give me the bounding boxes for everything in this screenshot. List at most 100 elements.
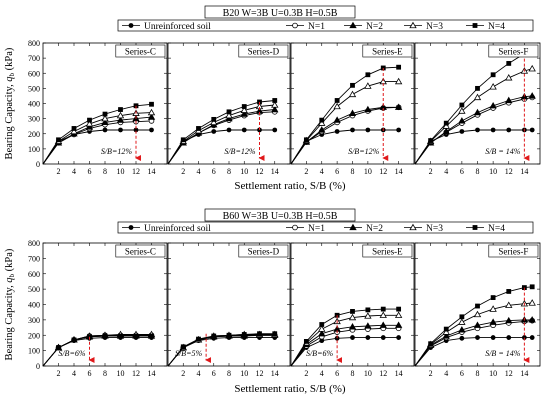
data-point [528, 316, 536, 323]
data-point [318, 126, 326, 133]
data-point [133, 127, 139, 133]
data-point [394, 103, 403, 110]
x-tick-label: 2 [57, 369, 61, 378]
x-tick-label: 4 [320, 369, 324, 378]
data-point [180, 344, 186, 350]
panel-frame [167, 42, 291, 165]
y-tick-label: 600 [28, 270, 40, 279]
series-line [290, 66, 399, 165]
data-point [458, 117, 466, 124]
series-name-label: Series-F [498, 247, 528, 257]
legend-label-n2: N=2 [366, 224, 383, 234]
legend-marker-n2 [349, 223, 357, 231]
x-tick-label: 8 [227, 369, 231, 378]
data-point [394, 321, 403, 328]
series-name-frame [238, 44, 289, 58]
data-point [102, 111, 108, 117]
data-point [226, 109, 232, 115]
data-point [428, 341, 434, 347]
data-point [272, 331, 278, 337]
data-point [334, 98, 340, 103]
data-point [149, 101, 154, 107]
data-point [334, 312, 340, 318]
x-tick-label: 14 [395, 167, 403, 176]
x-tick-label: 2 [429, 369, 433, 378]
legend-label-unreinforced: Unreinforced soil [144, 223, 211, 234]
annotation: S/B=5% [175, 349, 203, 358]
panel-series-c: 2 4 6 8 10 12 14 S/B=12% Series-C [42, 42, 168, 176]
x-tick-label: 2 [57, 167, 61, 176]
legend-marker-unreinforced [128, 23, 134, 28]
data-point [334, 129, 340, 134]
data-point [196, 126, 201, 131]
data-point [490, 127, 496, 133]
x-tick-label: 10 [489, 167, 497, 176]
data-point [85, 120, 94, 127]
series-n2 [167, 105, 279, 165]
annotation: S/B = 14% [485, 349, 521, 358]
x-tick-label: 12 [256, 369, 264, 378]
x-tick-label: 10 [489, 369, 497, 378]
data-point [319, 117, 325, 123]
x-tick-label: 4 [197, 369, 201, 378]
data-point [350, 82, 355, 88]
series-name-label: Series-D [248, 47, 280, 57]
data-point [489, 101, 497, 109]
x-tick-label: 12 [505, 369, 513, 378]
x-tick-label: 6 [460, 369, 464, 378]
series-name-frame [115, 44, 166, 58]
x-tick-label: 2 [304, 167, 308, 176]
data-point [149, 333, 154, 339]
data-point [348, 90, 357, 98]
x-tick-label: 6 [460, 167, 464, 176]
data-point [240, 110, 248, 117]
panel-series-d: 2 4 6 8 10 12 14 S/B=5% Series-D [167, 242, 291, 378]
series-line [290, 324, 399, 367]
series-name-box: Series-C [115, 44, 166, 58]
y-tick-label: 300 [28, 316, 40, 325]
data-point [505, 301, 513, 308]
panel-frame [290, 42, 415, 165]
x-tick-label: 14 [148, 369, 156, 378]
series-name-label: Series-F [498, 47, 528, 57]
x-tick-label: 12 [379, 167, 387, 176]
x-tick-label: 4 [197, 167, 201, 176]
series-line [290, 314, 399, 367]
data-point [521, 335, 527, 340]
data-point [528, 92, 536, 99]
x-tick-label: 14 [520, 167, 528, 176]
data-point [506, 127, 512, 133]
data-point [459, 102, 465, 108]
panel-frame [42, 42, 168, 165]
data-point [318, 329, 326, 337]
data-point [303, 339, 309, 344]
data-point [473, 321, 482, 328]
x-tick-label: 2 [304, 369, 308, 378]
data-point [528, 299, 536, 306]
series-line [167, 333, 275, 367]
legend-box [117, 221, 534, 234]
data-point [505, 316, 513, 324]
x-tick-label: 14 [395, 369, 403, 378]
data-point [271, 101, 279, 108]
x-tick-label: 6 [335, 369, 339, 378]
annotation: S/B=12% [348, 147, 380, 156]
data-point [334, 335, 340, 341]
data-point [396, 306, 402, 312]
data-point [211, 116, 217, 122]
series-name-frame [238, 244, 289, 258]
data-point [56, 345, 61, 350]
data-point [506, 61, 512, 66]
y-tick-label: 0 [36, 160, 40, 169]
x-tick-label: 12 [505, 167, 513, 176]
series-line [42, 103, 152, 165]
series-name-frame [362, 44, 413, 58]
data-point [118, 333, 123, 339]
x-tick-label: 8 [476, 167, 480, 176]
data-point [473, 310, 482, 318]
y-tick-label: 0 [36, 362, 40, 371]
x-axis-label: Settlement ratio, S/B (%) [234, 383, 346, 395]
data-point [394, 77, 403, 85]
data-point [147, 113, 156, 120]
chart-title-box [204, 208, 356, 222]
